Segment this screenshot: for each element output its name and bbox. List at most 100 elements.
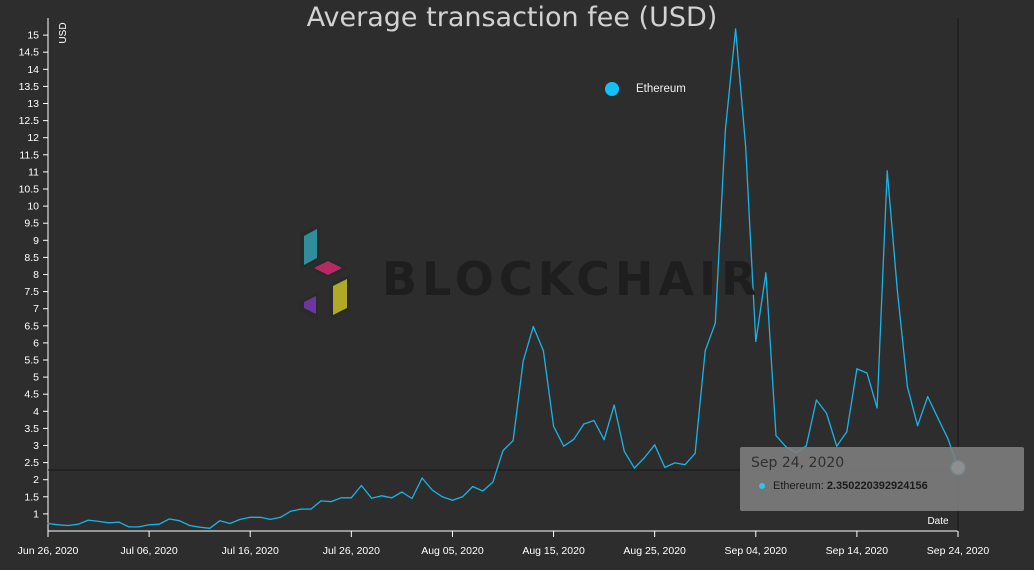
y-tick-label: 4 xyxy=(33,406,39,418)
y-axis-label: USD xyxy=(58,22,69,43)
x-tick-label: Aug 25, 2020 xyxy=(623,545,686,557)
y-tick-label: 12.5 xyxy=(19,115,40,127)
data-point xyxy=(290,510,292,512)
y-tick-label: 15 xyxy=(27,30,39,42)
y-tick-label: 14 xyxy=(27,64,39,76)
data-point xyxy=(654,444,656,446)
data-point xyxy=(603,439,605,441)
data-point xyxy=(168,518,170,520)
y-tick-label: 6 xyxy=(33,337,39,349)
y-tick-label: 2 xyxy=(33,474,39,486)
y-tick-label: 3.5 xyxy=(24,423,39,435)
data-point xyxy=(178,520,181,522)
data-point xyxy=(532,325,534,328)
data-point xyxy=(563,445,565,447)
data-point xyxy=(401,491,403,493)
data-point xyxy=(87,519,90,521)
data-point xyxy=(320,500,322,502)
x-tick-label: Jul 26, 2020 xyxy=(323,545,380,557)
watermark-text: BLOCKCHAIR xyxy=(382,252,762,306)
data-point xyxy=(381,495,383,497)
data-point xyxy=(269,518,272,520)
data-point xyxy=(128,526,130,528)
y-tick-label: 8.5 xyxy=(24,252,39,264)
tooltip-series-label: Ethereum: xyxy=(773,480,824,492)
data-point xyxy=(340,497,342,499)
data-point xyxy=(704,350,706,352)
data-point xyxy=(118,521,120,523)
data-point xyxy=(805,445,807,447)
data-point xyxy=(360,484,363,487)
y-tick-label: 9 xyxy=(33,235,39,247)
tooltip-series-dot-icon xyxy=(759,483,765,489)
data-point xyxy=(219,520,221,522)
y-tick-label: 8 xyxy=(33,269,39,281)
data-point xyxy=(573,438,575,440)
y-tick-label: 7 xyxy=(33,303,39,315)
y-tick-label: 13.5 xyxy=(19,81,40,93)
data-point xyxy=(209,527,211,529)
data-point xyxy=(188,524,191,527)
data-point xyxy=(633,467,636,469)
data-point xyxy=(947,438,949,440)
x-tick-label: Jul 06, 2020 xyxy=(121,545,178,557)
data-point xyxy=(279,516,282,518)
tooltip-value: 2.350220392924156 xyxy=(826,480,928,492)
data-point xyxy=(138,526,140,528)
data-point xyxy=(300,508,302,510)
data-point xyxy=(57,524,59,526)
data-point xyxy=(411,497,413,500)
y-tick-label: 5 xyxy=(33,372,39,384)
x-tick-label: Jul 16, 2020 xyxy=(222,545,279,557)
data-point xyxy=(745,146,747,148)
data-point xyxy=(916,425,919,427)
data-point xyxy=(623,450,625,452)
data-point xyxy=(421,477,423,479)
x-axis: Jun 26, 2020 Jul 06, 2020 Jul 16, 2020 Jul … xyxy=(18,530,990,557)
data-point xyxy=(431,489,433,491)
y-tick-label: 10 xyxy=(27,201,39,213)
data-point xyxy=(249,516,251,518)
data-point xyxy=(866,372,868,374)
data-point xyxy=(461,496,464,498)
data-point xyxy=(472,485,474,488)
tooltip-date: Sep 24, 2020 xyxy=(751,455,845,471)
x-tick-label: Sep 24, 2020 xyxy=(927,545,990,557)
data-point xyxy=(593,419,595,422)
data-point xyxy=(492,481,494,483)
y-tick-label: 7.5 xyxy=(24,286,39,298)
data-point xyxy=(199,526,201,528)
y-tick-label: 3 xyxy=(33,440,39,452)
data-point xyxy=(724,128,727,131)
data-point xyxy=(896,289,898,291)
data-point xyxy=(229,522,231,525)
tooltip-series-value: Ethereum: 2.350220392924156 xyxy=(773,480,928,492)
x-tick-label: Sep 04, 2020 xyxy=(725,545,788,557)
data-point xyxy=(906,386,909,388)
tooltip: Sep 24, 2020 Ethereum: 2.350220392924156 xyxy=(740,447,1024,511)
y-tick-label: 13 xyxy=(27,98,39,110)
data-point xyxy=(734,28,737,30)
data-point xyxy=(512,440,514,442)
data-point xyxy=(836,445,838,447)
data-point xyxy=(876,407,878,409)
data-point xyxy=(674,462,676,464)
y-tick-label: 1 xyxy=(33,508,39,520)
data-point xyxy=(775,434,777,437)
y-tick-label: 11 xyxy=(28,166,39,178)
blockchair-logo-icon xyxy=(298,224,350,320)
data-point xyxy=(927,395,929,398)
chart-title: Average transaction fee (USD) xyxy=(306,2,718,33)
data-point xyxy=(684,464,686,466)
data-point xyxy=(542,350,545,352)
legend-label[interactable]: Ethereum xyxy=(636,83,686,95)
data-point xyxy=(77,523,79,525)
y-tick-label: 11.5 xyxy=(19,149,39,161)
y-tick-label: 2.5 xyxy=(24,457,39,469)
legend-dot-icon xyxy=(605,82,619,96)
y-tick-label: 12 xyxy=(27,132,39,144)
data-point xyxy=(259,516,261,518)
y-tick-label: 9.5 xyxy=(24,218,39,230)
data-point xyxy=(664,466,666,468)
data-point xyxy=(714,322,716,324)
